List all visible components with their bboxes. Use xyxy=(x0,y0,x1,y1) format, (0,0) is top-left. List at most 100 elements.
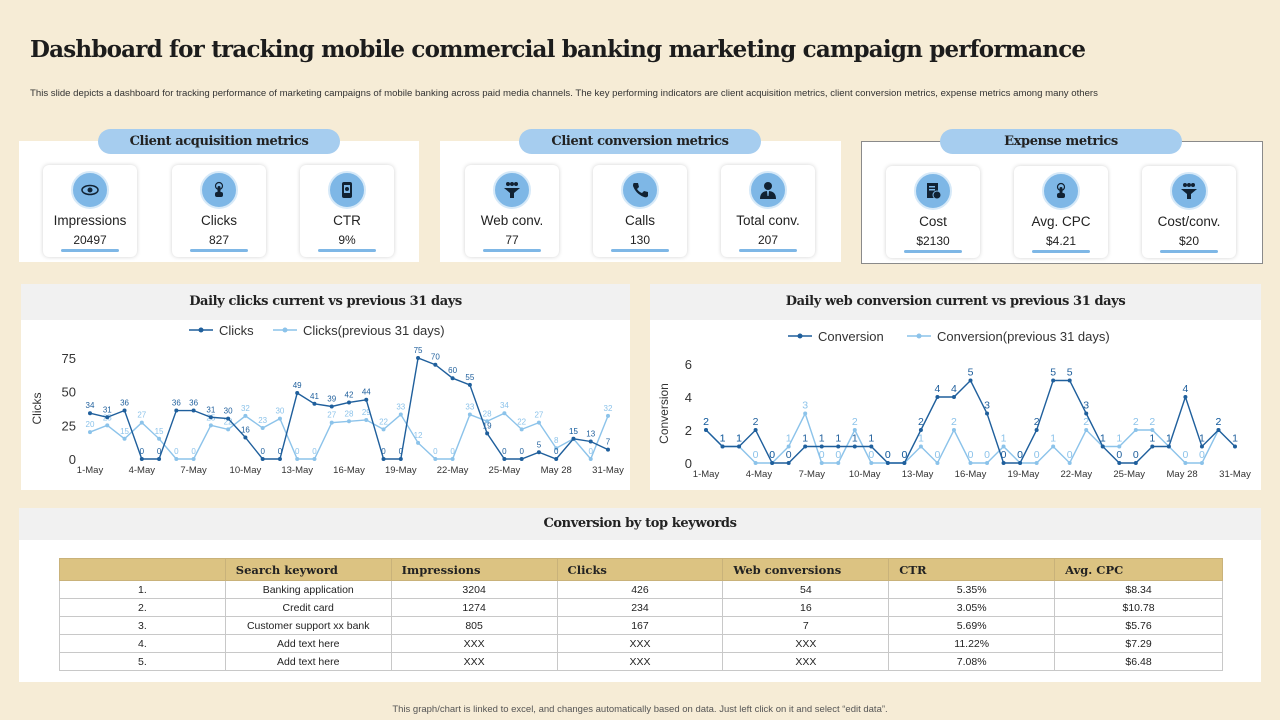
data-point xyxy=(786,444,791,449)
ctr-value: 9% xyxy=(338,233,356,247)
data-point xyxy=(819,444,824,449)
data-label: 31 xyxy=(103,405,112,414)
data-label: 23 xyxy=(258,416,267,425)
data-point xyxy=(606,413,610,418)
data-point xyxy=(770,461,775,465)
data-point xyxy=(1084,411,1089,416)
x-tick-label: 22-May xyxy=(437,465,469,476)
data-point xyxy=(902,461,907,465)
table-cell: XXX xyxy=(556,634,724,653)
y-tick-label: 0 xyxy=(685,456,692,471)
data-label: 16 xyxy=(241,425,250,434)
data-label: 0 xyxy=(1116,449,1122,461)
data-label: 0 xyxy=(260,447,265,456)
data-label: 5 xyxy=(1067,367,1073,379)
conversion-chart-panel: Daily web conversion current vs previous… xyxy=(650,284,1261,490)
data-point xyxy=(786,461,791,465)
data-point xyxy=(122,436,127,441)
data-point xyxy=(243,413,248,418)
data-label: 0 xyxy=(1133,449,1139,461)
data-label: 36 xyxy=(120,399,129,408)
card-accent-bar xyxy=(904,250,962,253)
data-label: 4 xyxy=(951,383,957,395)
data-label: 0 xyxy=(157,447,162,456)
data-point xyxy=(1133,461,1138,465)
data-label: 0 xyxy=(935,449,941,461)
data-point xyxy=(1117,444,1122,449)
data-point xyxy=(918,428,923,432)
impressions-card: Impressions 20497 xyxy=(43,165,137,257)
data-label: 36 xyxy=(172,399,181,408)
funnel-dollar-icon xyxy=(1170,172,1208,210)
data-point xyxy=(88,411,92,416)
table-cell: 7 xyxy=(722,616,890,635)
table-cell: 426 xyxy=(556,580,724,599)
page-subtitle: This slide depicts a dashboard for track… xyxy=(30,88,1098,99)
data-point xyxy=(1018,461,1023,465)
data-point xyxy=(416,356,421,360)
x-tick-label: 4-May xyxy=(129,465,156,476)
data-label: 2 xyxy=(753,416,759,428)
data-label: 0 xyxy=(753,449,759,461)
data-point xyxy=(88,430,92,435)
table-cell: Credit card xyxy=(224,598,392,617)
cost-label: Cost xyxy=(919,214,947,229)
data-point xyxy=(1051,444,1056,449)
data-label: 30 xyxy=(275,407,284,416)
data-point xyxy=(416,440,421,445)
data-label: 0 xyxy=(295,447,300,456)
data-label: 1 xyxy=(1100,433,1106,445)
table-row: 5. Add text here XXX XXX XXX 7.08% $6.48 xyxy=(59,652,1223,671)
data-label: 0 xyxy=(835,449,841,461)
table-header xyxy=(59,558,226,581)
data-point xyxy=(191,408,196,413)
card-accent-bar xyxy=(611,249,669,252)
y-tick-label: 0 xyxy=(69,452,76,467)
card-accent-bar xyxy=(318,249,376,252)
data-label: 22 xyxy=(379,417,388,426)
data-label: 0 xyxy=(1001,449,1007,461)
x-tick-label: 7-May xyxy=(799,469,826,480)
table-cell: 5.69% xyxy=(888,616,1056,635)
data-label: 27 xyxy=(534,411,543,420)
x-tick-label: 19-May xyxy=(385,465,417,476)
data-label: 1 xyxy=(1166,433,1172,445)
data-point xyxy=(985,411,990,416)
data-point xyxy=(347,400,351,405)
cost-document-icon xyxy=(914,172,952,210)
data-label: 2 xyxy=(703,416,709,428)
data-label: 0 xyxy=(901,449,907,461)
data-point xyxy=(450,457,455,461)
eye-icon xyxy=(71,171,109,209)
data-point xyxy=(968,461,973,465)
data-label: 0 xyxy=(399,447,404,456)
data-point xyxy=(191,457,196,461)
data-point xyxy=(347,419,351,424)
data-label: 0 xyxy=(968,449,974,461)
y-tick-label: 50 xyxy=(62,385,76,400)
web-conv-label: Web conv. xyxy=(480,213,544,228)
data-label: 1 xyxy=(1199,433,1205,445)
data-label: 0 xyxy=(278,447,283,456)
data-point xyxy=(208,415,213,420)
data-label: 1 xyxy=(852,433,858,445)
data-label: 2 xyxy=(1216,416,1222,428)
funnel-people-icon xyxy=(493,171,531,209)
web-conv-value: 77 xyxy=(505,233,519,247)
data-label: 0 xyxy=(519,447,524,456)
legend-marker xyxy=(797,333,803,339)
data-point xyxy=(485,419,490,424)
x-tick-label: May 28 xyxy=(541,465,572,476)
data-label: 1 xyxy=(819,433,825,445)
card-accent-bar xyxy=(61,249,119,252)
x-tick-label: 10-May xyxy=(849,469,881,480)
data-label: 1 xyxy=(1100,433,1106,445)
data-label: 0 xyxy=(786,449,792,461)
data-label: 19 xyxy=(483,421,492,430)
data-label: 4 xyxy=(935,383,941,395)
data-label: 5 xyxy=(1050,367,1056,379)
data-label: 29 xyxy=(362,408,371,417)
data-label: 2 xyxy=(1149,416,1155,428)
data-label: 28 xyxy=(483,409,492,418)
data-label: 27 xyxy=(327,411,336,420)
